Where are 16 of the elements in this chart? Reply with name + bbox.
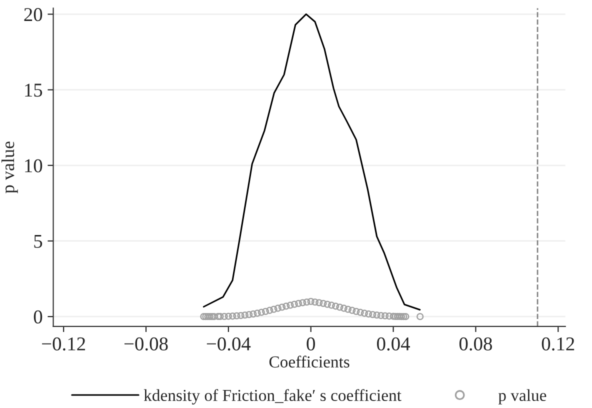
legend-label: kdensity of Friction_fake′ s coefficient xyxy=(144,389,402,404)
y-axis-title: p value xyxy=(1,142,18,194)
y-tick-label: 0 xyxy=(34,310,42,324)
x-tick-label: 0.04 xyxy=(377,337,410,351)
x-tick-label: 0 xyxy=(306,337,315,350)
x-tick-label: −0.04 xyxy=(206,337,251,351)
y-tick-label: 20 xyxy=(24,8,42,22)
x-tick-label: −0.08 xyxy=(124,337,168,351)
y-tick-label: 15 xyxy=(25,84,42,97)
x-axis-title: Coefficients xyxy=(269,356,350,368)
x-tick-label: 0.12 xyxy=(542,337,574,351)
y-tick-label: 5 xyxy=(34,234,42,248)
y-tick-label: 10 xyxy=(25,159,42,172)
legend-label: p value xyxy=(498,389,546,404)
x-tick-label: 0.08 xyxy=(459,337,492,351)
x-tick-label: −0.12 xyxy=(42,337,86,351)
